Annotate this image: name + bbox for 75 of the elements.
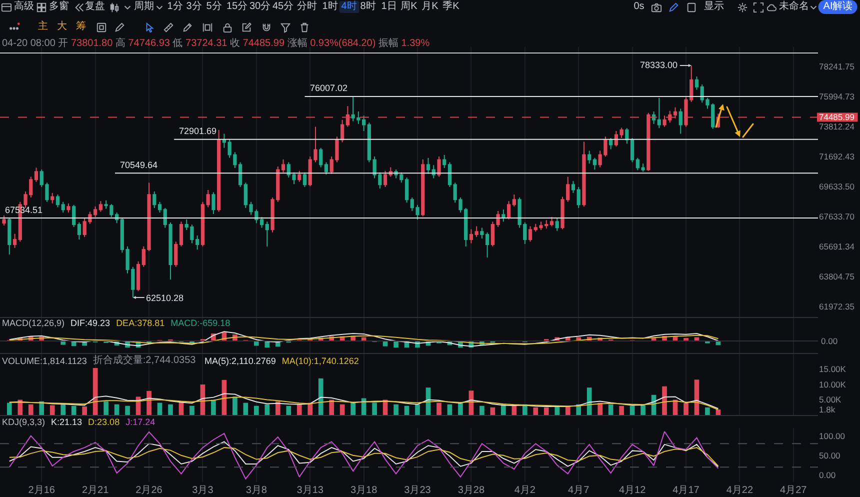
y-tick-label: 1.8k: [819, 404, 836, 414]
legend-title: KDJ(9,3,3): [2, 416, 46, 428]
annotation: 78333.00: [640, 60, 678, 70]
text: AI解读: [818, 0, 858, 14]
y-tick-label: 73812.24: [819, 122, 855, 132]
text: 0s: [634, 1, 644, 13]
text: 周期: [134, 1, 154, 13]
legend-title: VOLUME:1,814.1123: [2, 355, 87, 367]
series-label: DIF:49.23: [70, 317, 110, 329]
legend-title: MACD(12,26,9): [2, 317, 65, 329]
text: 5分: [206, 1, 222, 13]
series-label: 76007.02: [310, 83, 348, 93]
y-tick-label: 71692.43: [819, 152, 855, 162]
text: 显示: [704, 1, 724, 13]
y-tick-label: 50.00: [819, 450, 841, 460]
text: 多窗: [49, 1, 69, 13]
text: 大: [57, 21, 67, 33]
text: 15分: [226, 1, 248, 13]
y-tick-label: 75994.73: [819, 92, 855, 102]
text: 3分: [186, 1, 202, 13]
text: D:23.08: [88, 416, 120, 428]
text: 1日: [381, 1, 397, 13]
x-tick-label: 2月16: [28, 485, 56, 496]
y-tick-label: 5.00K: [819, 394, 842, 405]
y-tick-label: 69633.50: [819, 182, 855, 192]
x-tick-label: 4月17: [672, 485, 700, 496]
text: 04-20 08:00 开 73801.80 高 74746.93 低 73724.31 收 74485.99 涨幅 0.93%(684.20) 振幅 1.39%: [2, 38, 430, 49]
text: 筹: [76, 21, 86, 33]
x-tick-label: 3月18: [350, 485, 378, 496]
y-tick-label: 0.00: [819, 470, 836, 480]
text: 1分: [167, 1, 183, 13]
y-tick-label: 61972.35: [819, 301, 855, 312]
x-tick-label: 3月28: [458, 485, 485, 496]
y-tick-label: 100.00: [819, 430, 846, 441]
text: 45分: [272, 1, 294, 13]
y-tick-label: 10.00K: [819, 379, 846, 390]
annotation: 折合成交量:2,744.0353: [92, 355, 197, 366]
text: 周K: [400, 1, 418, 13]
y-tick-label: 74485.99: [819, 112, 855, 122]
x-tick-label: 3月8: [246, 485, 268, 496]
text: 未命名: [779, 1, 809, 13]
y-tick-label: 65691.34: [819, 241, 855, 252]
text: 月K: [422, 1, 438, 13]
text: 1时: [322, 1, 338, 13]
x-tick-label: 3月3: [192, 485, 214, 496]
text: 4时: [339, 1, 359, 13]
y-tick-label: 15.00K: [819, 364, 846, 374]
x-tick-label: 4月12: [618, 485, 646, 496]
text: 复盘: [85, 1, 105, 13]
text: 8时: [360, 1, 376, 13]
x-tick-label: 3月13: [296, 485, 324, 496]
x-tick-label: 2月21: [82, 485, 110, 496]
series-label: DEA:378.81: [116, 317, 165, 329]
x-tick-label: 4月22: [726, 485, 754, 496]
text: K:21.13: [51, 416, 82, 428]
text: 分时: [297, 1, 317, 13]
x-tick-label: 4月2: [514, 485, 536, 496]
series-label: 72901.69: [179, 126, 217, 136]
text: MA(5):2,110.2769: [204, 355, 276, 367]
text: MA(10):1,740.1262: [282, 355, 359, 367]
series-label: 70549.64: [120, 160, 158, 170]
x-tick-label: 4月7: [568, 485, 590, 496]
annotation: 62510.28: [146, 293, 184, 303]
x-tick-label: 2月26: [136, 485, 163, 496]
y-tick-label: 63804.75: [819, 271, 855, 282]
series-label: MACD:-659.18: [170, 317, 230, 329]
y-tick-label: 78241.75: [819, 62, 855, 72]
text: 高级: [14, 1, 34, 13]
y-tick-label: 67633.70: [819, 211, 855, 222]
text: 主: [38, 21, 48, 33]
x-tick-label: 4月27: [780, 485, 808, 496]
x-tick-label: 3月23: [404, 485, 432, 496]
text: 季K: [442, 1, 460, 13]
text: 30分: [249, 1, 271, 13]
series-label: J:17.24: [126, 416, 156, 428]
